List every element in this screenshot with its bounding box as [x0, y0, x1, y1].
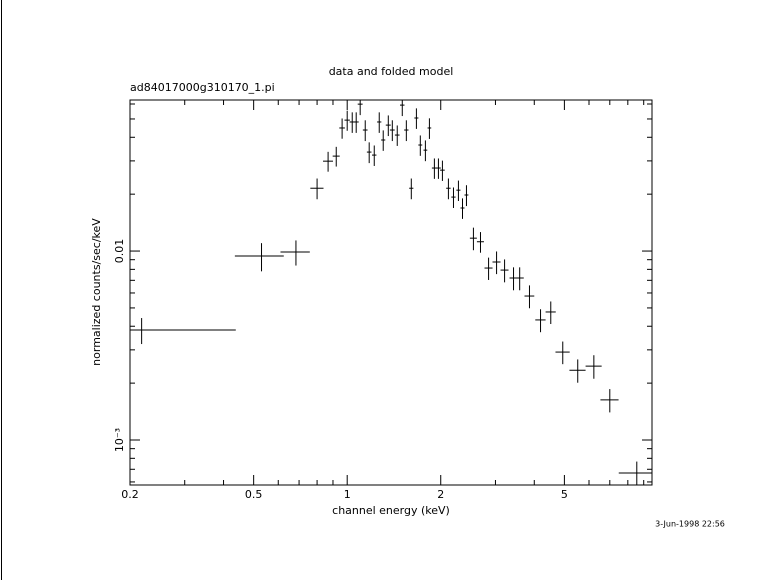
y-axis-label: normalized counts/sec/keV — [90, 218, 103, 366]
chart-subtitle: ad84017000g310170_1.pi — [130, 81, 275, 94]
x-tick-label: 5 — [561, 488, 568, 501]
x-tick-label: 1 — [344, 488, 351, 501]
chart-title: data and folded model — [329, 65, 454, 78]
x-axis-label: channel energy (keV) — [332, 504, 450, 517]
x-tick-label: 0.2 — [121, 488, 139, 501]
x-tick-label: 0.5 — [245, 488, 263, 501]
y-tick-label: 0.01 — [113, 239, 126, 263]
y-tick-label: 10⁻³ — [113, 428, 126, 452]
timestamp: 3-Jun-1998 22:56 — [655, 520, 725, 529]
x-tick-label: 2 — [437, 488, 444, 501]
plot-frame — [129, 99, 653, 486]
